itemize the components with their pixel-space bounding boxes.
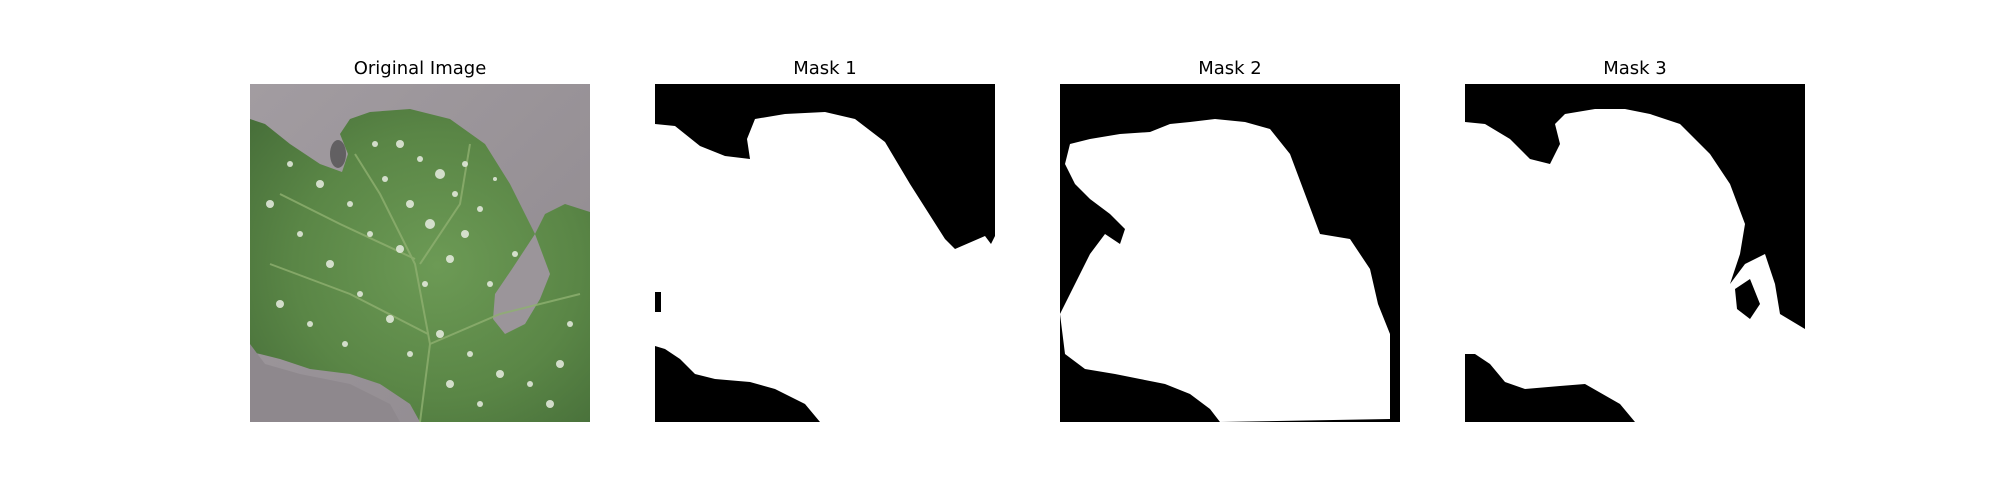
mildew-spots	[266, 140, 573, 408]
mask-1-panel	[655, 84, 995, 422]
original-image-panel	[250, 84, 590, 422]
mask-3-image	[1465, 84, 1805, 422]
mask-2-foreground	[1060, 119, 1390, 422]
mask-2-image	[1060, 84, 1400, 422]
leaf-shape	[250, 109, 590, 422]
mask-3-hole	[1735, 279, 1760, 319]
leaf-photo	[250, 84, 590, 422]
mask-2-panel	[1060, 84, 1400, 422]
leaf-veins	[269, 143, 581, 422]
mask-1-hole	[655, 292, 661, 312]
mask-2-title: Mask 2	[1198, 58, 1262, 79]
original-image-title: Original Image	[353, 58, 487, 79]
mask-3-foreground	[1465, 109, 1805, 422]
leaf-notch	[493, 234, 550, 334]
bottom-surface	[250, 344, 400, 422]
mask-1-title: Mask 1	[793, 58, 857, 79]
leaf-shadow	[330, 140, 346, 168]
mask-1-image	[655, 84, 995, 422]
mask-3-panel	[1465, 84, 1805, 422]
mask-1-foreground	[655, 112, 995, 422]
mask-3-title: Mask 3	[1603, 58, 1667, 79]
